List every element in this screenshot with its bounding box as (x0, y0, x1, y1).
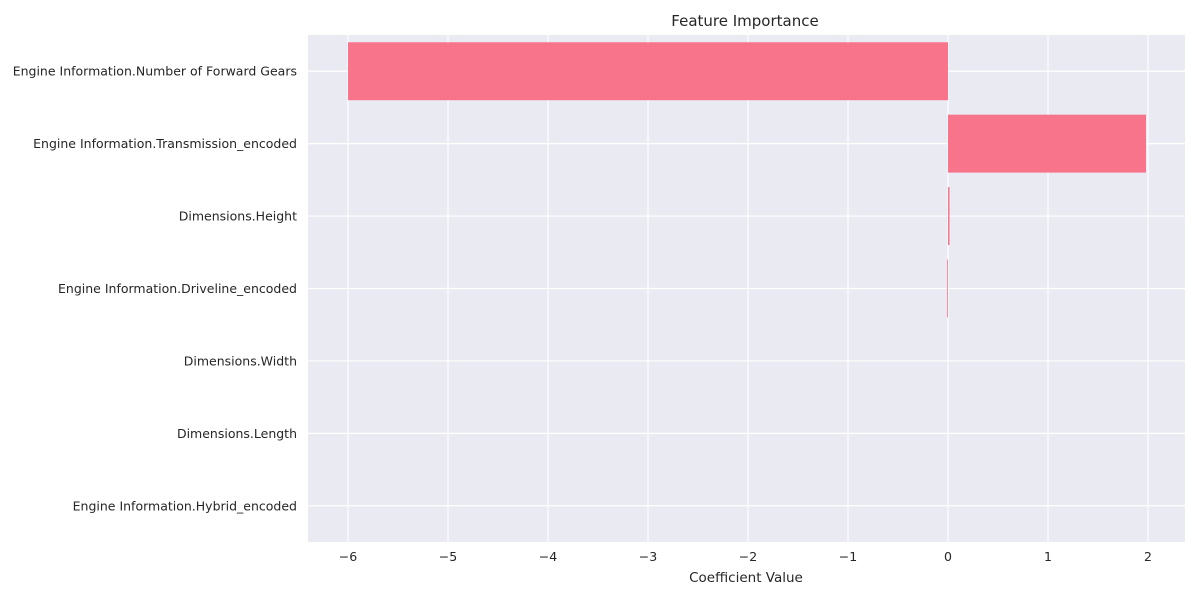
x-tick-label: −2 (739, 549, 757, 564)
y-category-label: Engine Information.Number of Forward Gea… (13, 64, 297, 79)
x-axis-label: Coefficient Value (689, 570, 803, 586)
y-category-label: Dimensions.Width (184, 353, 297, 368)
bar (948, 187, 950, 246)
y-category-label: Dimensions.Length (177, 426, 297, 441)
y-category-label: Dimensions.Height (179, 209, 297, 224)
bar (348, 42, 948, 101)
x-tick-label: −4 (539, 549, 557, 564)
x-tick-label: 1 (1044, 549, 1052, 564)
y-category-label: Engine Information.Hybrid_encoded (73, 498, 297, 513)
x-tick-label: −3 (639, 549, 657, 564)
x-tick-label: 0 (944, 549, 952, 564)
y-category-label: Engine Information.Driveline_encoded (58, 281, 297, 296)
x-tick-label: 2 (1144, 549, 1152, 564)
chart-title: Feature Importance (671, 12, 818, 30)
x-tick-label: −1 (839, 549, 857, 564)
x-tick-label: −5 (439, 549, 457, 564)
y-category-label: Engine Information.Transmission_encoded (33, 136, 297, 151)
x-tick-label: −6 (339, 549, 357, 564)
bar (948, 114, 1146, 173)
bar (947, 259, 948, 318)
